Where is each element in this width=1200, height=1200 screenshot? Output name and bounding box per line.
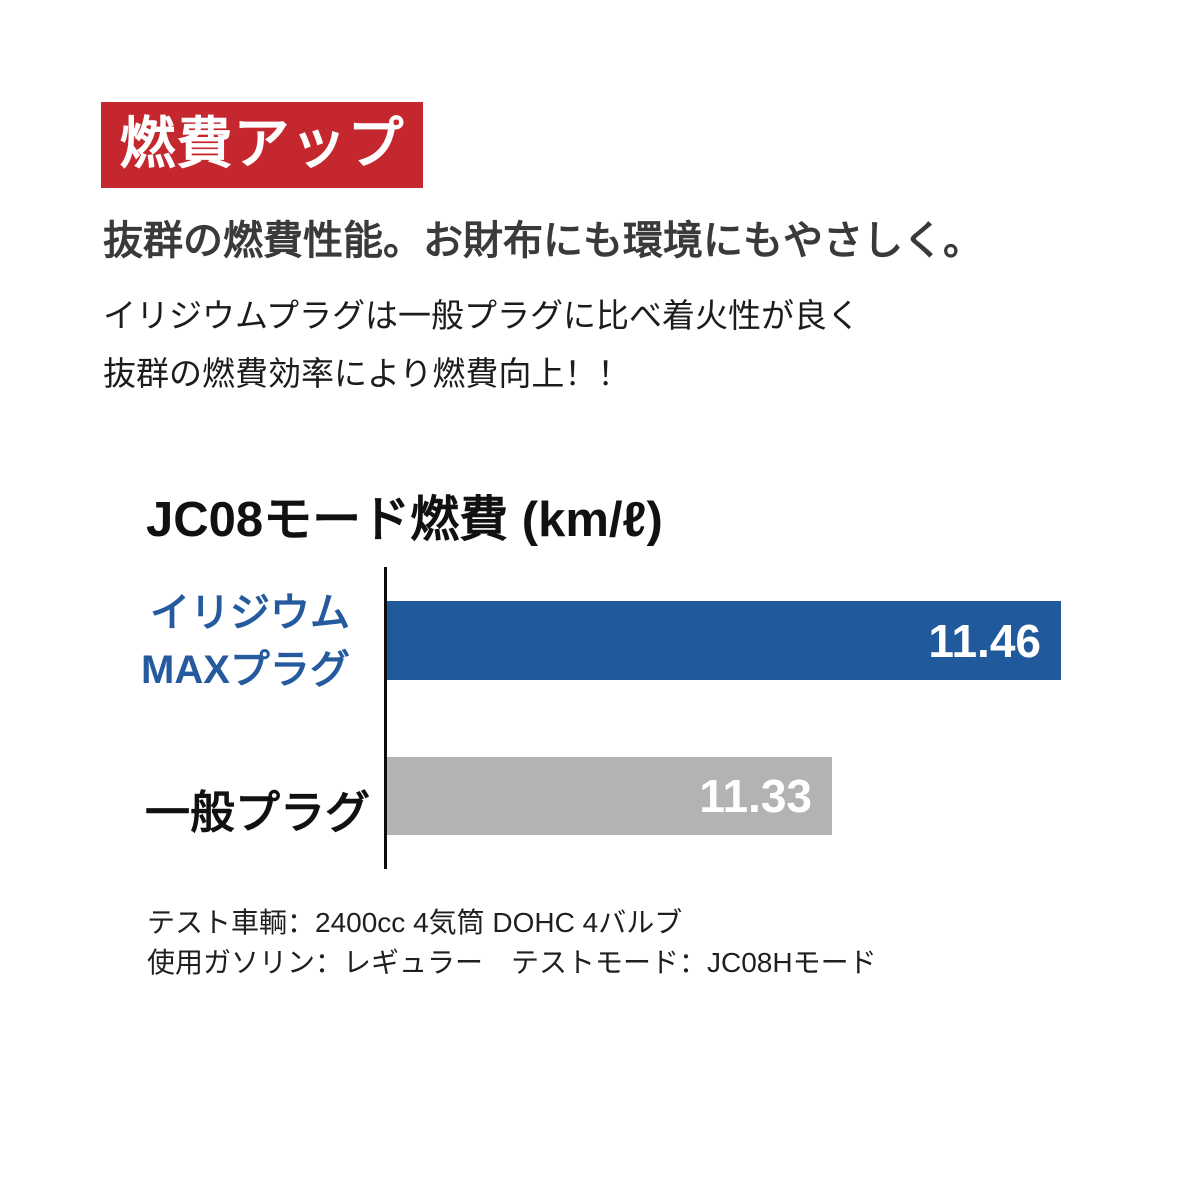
bar-label-line: イリジウム: [150, 591, 350, 635]
footnote-test-vehicle: テスト車輌：2400cc 4気筒 DOHC 4バルブ: [147, 907, 683, 938]
bar-standard: 11.33: [387, 757, 832, 835]
headline: 抜群の燃費性能。お財布にも環境にもやさしく。: [103, 219, 983, 263]
bar-label-iridium-max: イリジウム MAXプラグ: [141, 585, 350, 699]
chart-title: JC08モード燃費 (km/ℓ): [146, 493, 663, 547]
description-line-2: 抜群の燃費効率により燃費向上！！: [103, 355, 631, 392]
footnote-fuel-mode: 使用ガソリン：レギュラー テストモード：JC08Hモード: [147, 947, 877, 978]
bar-iridium-max: 11.46: [387, 601, 1061, 680]
bar-value-standard: 11.33: [699, 770, 812, 822]
bar-value-iridium-max: 11.46: [928, 614, 1041, 667]
bar-label-standard: 一般プラグ: [145, 787, 371, 838]
bar-label-line: MAXプラグ: [141, 648, 350, 692]
fuel-up-badge: 燃費アップ: [101, 102, 423, 188]
chart-axis-line: [384, 567, 387, 869]
description-line-1: イリジウムプラグは一般プラグに比べ着火性が良く: [103, 297, 861, 334]
